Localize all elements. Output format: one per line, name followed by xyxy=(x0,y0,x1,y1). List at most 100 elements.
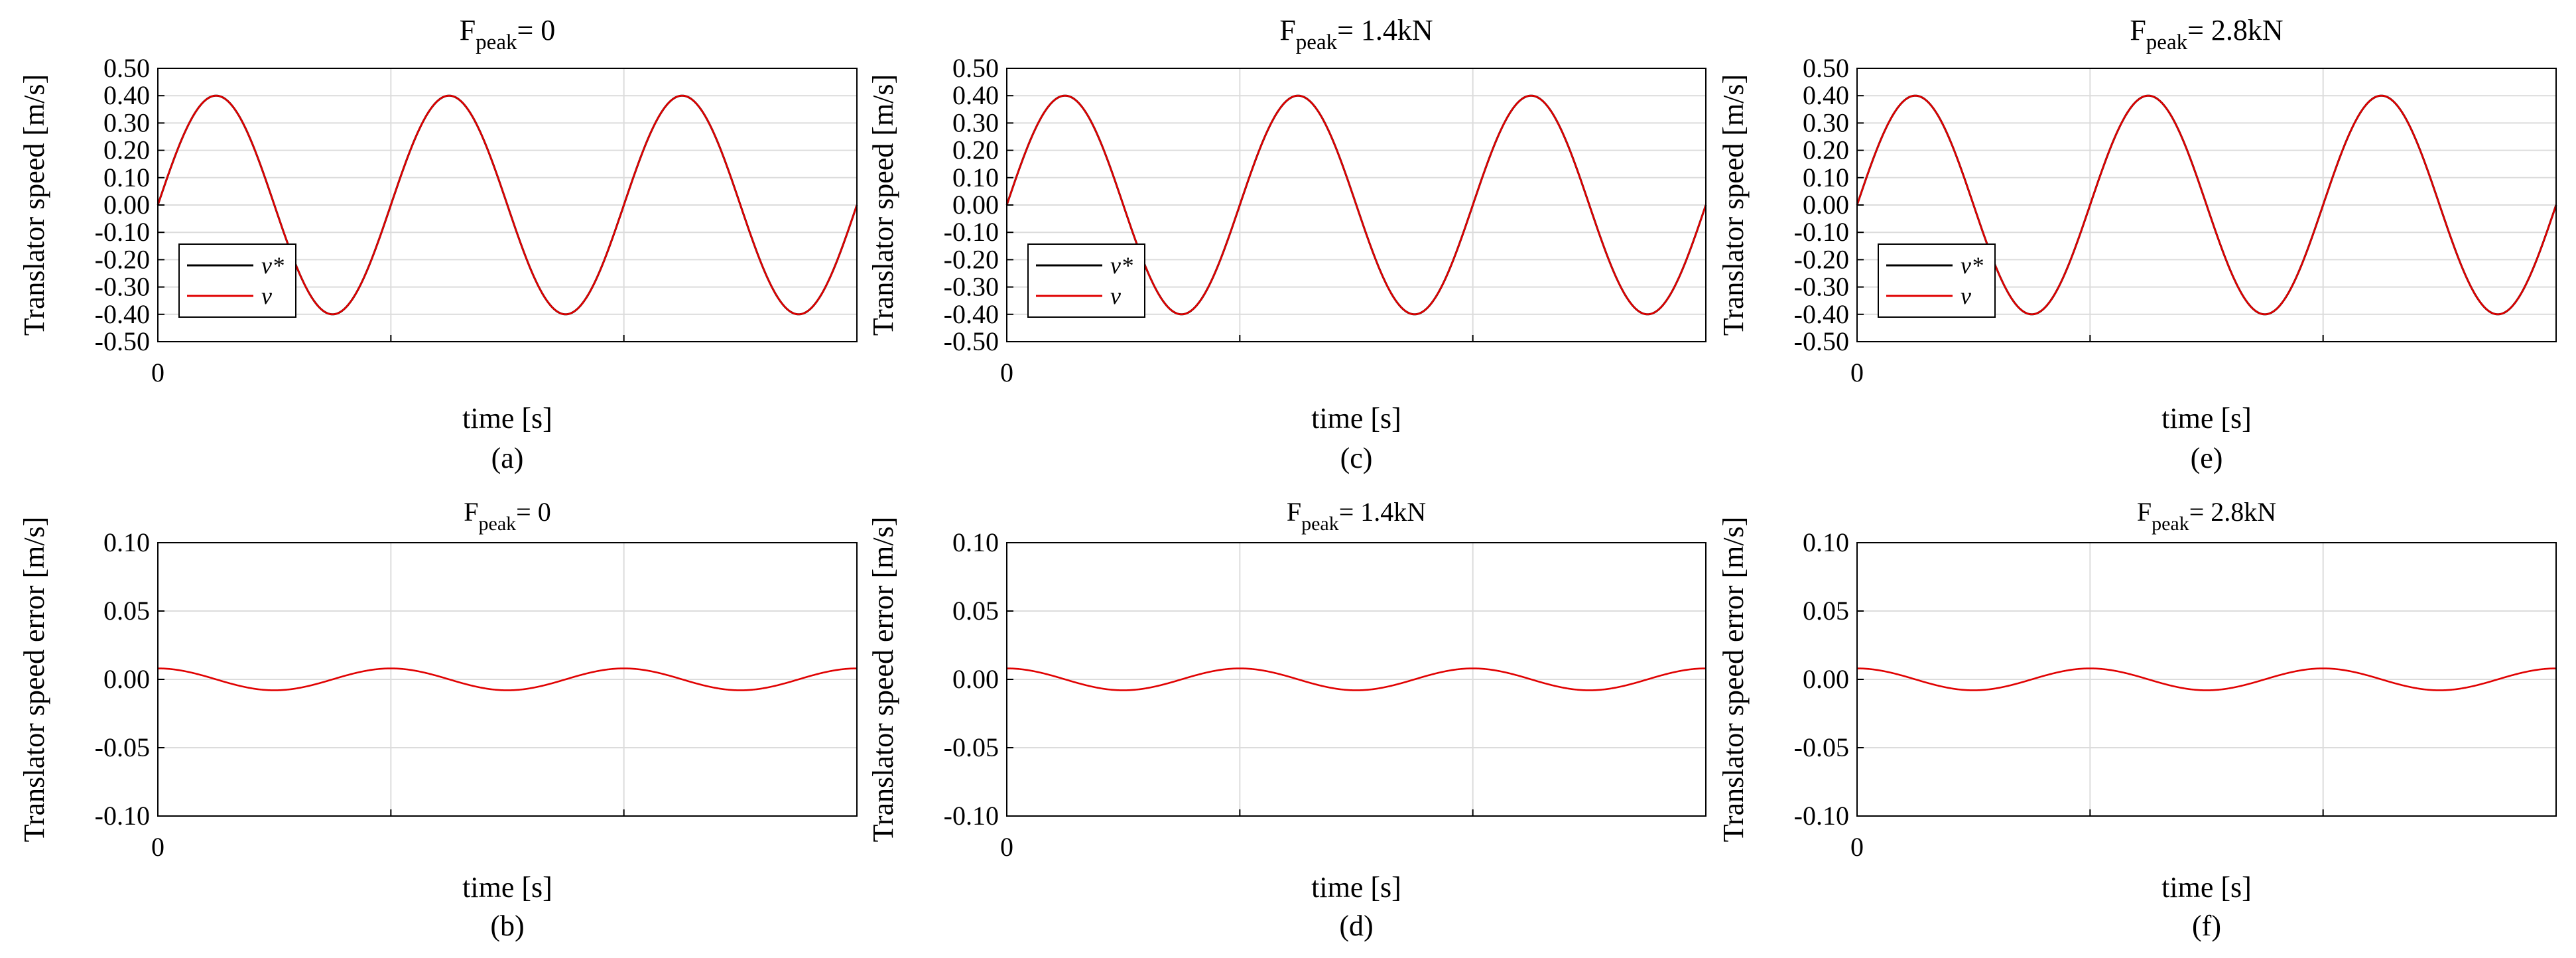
y-tick-label: -0.10 xyxy=(1794,801,1849,831)
legend-label: v* xyxy=(1961,252,1983,279)
legend-label: v xyxy=(261,283,272,309)
y-tick-label: 0.05 xyxy=(103,596,150,626)
y-tick-label: -0.20 xyxy=(95,244,150,274)
x-axis-label: time [s] xyxy=(462,402,552,435)
x-axis-label: time [s] xyxy=(2161,402,2252,435)
x-tick-label: 0 xyxy=(1000,832,1013,862)
subplot-title: Fpeak= 1.4kN xyxy=(1279,14,1433,54)
y-tick-label: -0.30 xyxy=(95,272,150,302)
subplot-title: Fpeak= 2.8kN xyxy=(2130,14,2283,54)
x-axis-label: time [s] xyxy=(462,871,552,904)
y-tick-label: -0.10 xyxy=(944,801,999,831)
x-tick-label: 0 xyxy=(1850,832,1864,862)
y-tick-label: -0.10 xyxy=(1794,217,1849,247)
x-tick-label: 0 xyxy=(151,832,164,862)
y-tick-label: 0.05 xyxy=(1803,596,1849,626)
y-tick-label: 0.20 xyxy=(952,135,999,165)
series-line-v xyxy=(1005,94,1707,316)
x-tick-label: 0 xyxy=(1000,358,1013,387)
y-tick-label: 0.50 xyxy=(1803,53,1849,83)
x-axis-label: time [s] xyxy=(1311,402,1401,435)
series-line-error xyxy=(157,667,858,691)
subplot-f: 0.10 0.05 0.00 -0.05 -0.100 Fpeak= 2.8kN time … xyxy=(1717,497,2557,942)
y-tick-label: -0.10 xyxy=(944,217,999,247)
y-tick-label: -0.10 xyxy=(95,217,150,247)
y-tick-label: -0.20 xyxy=(944,244,999,274)
subplot-b: 0.10 0.05 0.00 -0.05 -0.100 Fpeak= 0 time [s] (… xyxy=(18,497,858,942)
y-tick-label: 0.40 xyxy=(103,80,150,110)
y-tick-label: 0.00 xyxy=(103,190,150,220)
y-tick-label: 0.20 xyxy=(103,135,150,165)
y-tick-label: -0.20 xyxy=(1794,244,1849,274)
legend-label: v xyxy=(1961,283,1971,309)
subplot-caption: (f) xyxy=(2192,910,2221,942)
y-tick-label: -0.40 xyxy=(95,299,150,329)
y-tick-label: -0.50 xyxy=(95,326,150,356)
y-tick-label: 0.10 xyxy=(103,527,150,557)
subplot-caption: (e) xyxy=(2191,442,2223,474)
x-tick-label: 0 xyxy=(1850,358,1864,387)
legend-box xyxy=(1878,243,1996,318)
subplot-caption: (c) xyxy=(1340,442,1373,474)
y-axis-label: Translator speed error [m/s] xyxy=(867,517,899,843)
y-tick-label: 0.40 xyxy=(952,80,999,110)
subplot-title: Fpeak= 0 xyxy=(460,14,556,54)
y-tick-label: 0.20 xyxy=(1803,135,1849,165)
y-tick-label: -0.05 xyxy=(1794,732,1849,762)
y-tick-label: -0.30 xyxy=(944,272,999,302)
y-tick-label: 0.00 xyxy=(1803,664,1849,694)
y-tick-label: -0.50 xyxy=(1794,326,1849,356)
y-tick-label: 0.00 xyxy=(952,664,999,694)
legend-box xyxy=(178,243,296,318)
subplot-c: 0.500.400.300.200.100.00-0.10-0.20-0.30-… xyxy=(867,14,1707,474)
subplot-title: Fpeak= 2.8kN xyxy=(2137,497,2276,535)
y-tick-label: 0.10 xyxy=(1803,527,1849,557)
y-tick-label: 0.30 xyxy=(103,107,150,137)
legend-label: v xyxy=(1110,283,1121,309)
y-tick-label: -0.05 xyxy=(944,732,999,762)
x-axis-label: time [s] xyxy=(2161,871,2252,904)
y-tick-label: -0.10 xyxy=(95,801,150,831)
subplot-title: Fpeak= 1.4kN xyxy=(1287,497,1426,535)
subplot-caption: (a) xyxy=(491,442,524,474)
y-axis-label: Translator speed error [m/s] xyxy=(1717,517,1750,843)
y-axis-label: Translator speed [m/s] xyxy=(18,74,50,336)
y-tick-label: -0.05 xyxy=(95,732,150,762)
series-line-error xyxy=(1006,667,1707,691)
y-tick-label: -0.50 xyxy=(944,326,999,356)
y-tick-label: 0.10 xyxy=(103,163,150,192)
y-tick-label: 0.10 xyxy=(952,163,999,192)
y-tick-label: -0.30 xyxy=(1794,272,1849,302)
y-tick-label: 0.05 xyxy=(952,596,999,626)
y-tick-label: 0.50 xyxy=(952,53,999,83)
legend: v* v xyxy=(1878,243,1996,318)
y-axis-label: Translator speed error [m/s] xyxy=(18,517,50,843)
subplot-d: 0.10 0.05 0.00 -0.05 -0.100 Fpeak= 1.4kN time … xyxy=(867,497,1707,942)
subplot-caption: (b) xyxy=(490,910,524,942)
legend: v* v xyxy=(1027,243,1145,318)
legend-label: v* xyxy=(1110,252,1133,279)
subplot-e: 0.500.400.300.200.100.00-0.10-0.20-0.30-… xyxy=(1717,14,2557,474)
subplot-title: Fpeak= 0 xyxy=(464,497,550,535)
y-tick-label: 0.00 xyxy=(1803,190,1849,220)
legend: v* v xyxy=(178,243,296,318)
series-line-v xyxy=(1856,94,2557,316)
y-tick-label: -0.40 xyxy=(1794,299,1849,329)
subplot-caption: (d) xyxy=(1339,910,1373,942)
legend-box xyxy=(1027,243,1145,318)
y-axis-label: Translator speed [m/s] xyxy=(1717,74,1750,336)
y-tick-label: 0.30 xyxy=(1803,107,1849,137)
y-tick-label: 0.40 xyxy=(1803,80,1849,110)
y-tick-label: 0.50 xyxy=(103,53,150,83)
y-tick-label: 0.30 xyxy=(952,107,999,137)
y-axis-label: Translator speed [m/s] xyxy=(867,74,899,336)
y-tick-label: -0.40 xyxy=(944,299,999,329)
series-line-v xyxy=(157,94,858,316)
x-axis-label: time [s] xyxy=(1311,871,1401,904)
x-tick-label: 0 xyxy=(151,358,164,387)
y-tick-label: 0.10 xyxy=(1803,163,1849,192)
y-tick-label: 0.10 xyxy=(952,527,999,557)
series-line-error xyxy=(1856,667,2557,691)
y-tick-label: 0.00 xyxy=(103,664,150,694)
